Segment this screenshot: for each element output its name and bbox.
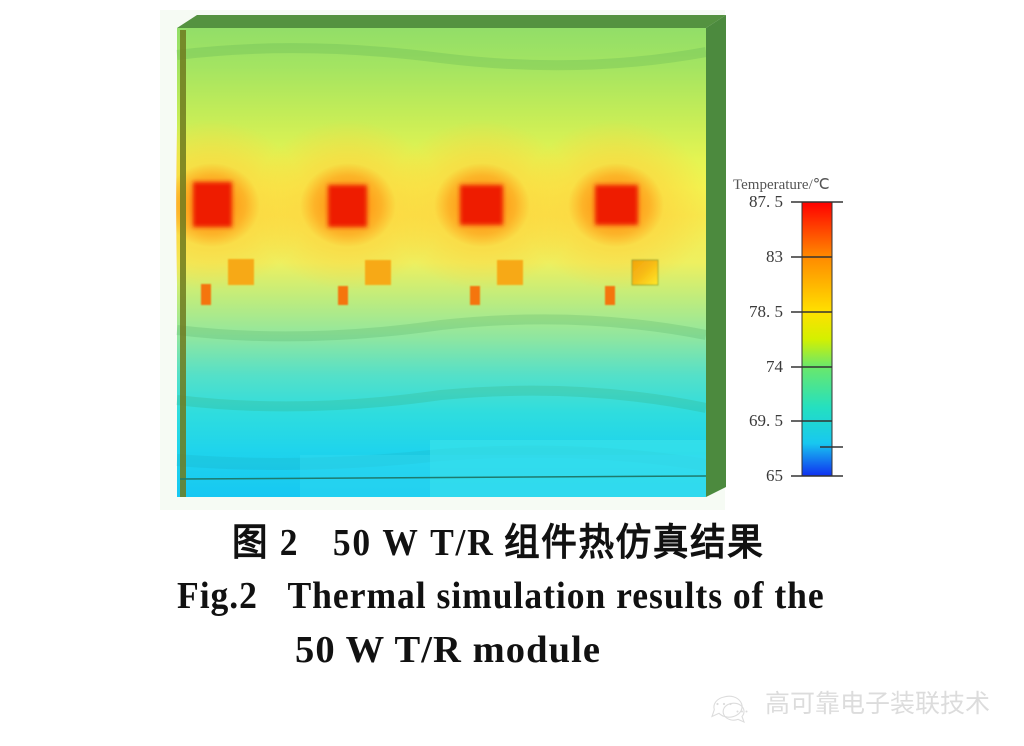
svg-text:78. 5: 78. 5 bbox=[749, 302, 783, 321]
svg-text:65: 65 bbox=[766, 466, 783, 485]
svg-text:83: 83 bbox=[766, 247, 783, 266]
svg-text:Temperature/℃: Temperature/℃ bbox=[733, 177, 830, 193]
svg-text:69. 5: 69. 5 bbox=[749, 411, 783, 430]
svg-text:高可靠电子装联技术: 高可靠电子装联技术 bbox=[765, 690, 990, 718]
svg-text:74: 74 bbox=[766, 357, 784, 376]
svg-text:87. 5: 87. 5 bbox=[749, 192, 783, 211]
